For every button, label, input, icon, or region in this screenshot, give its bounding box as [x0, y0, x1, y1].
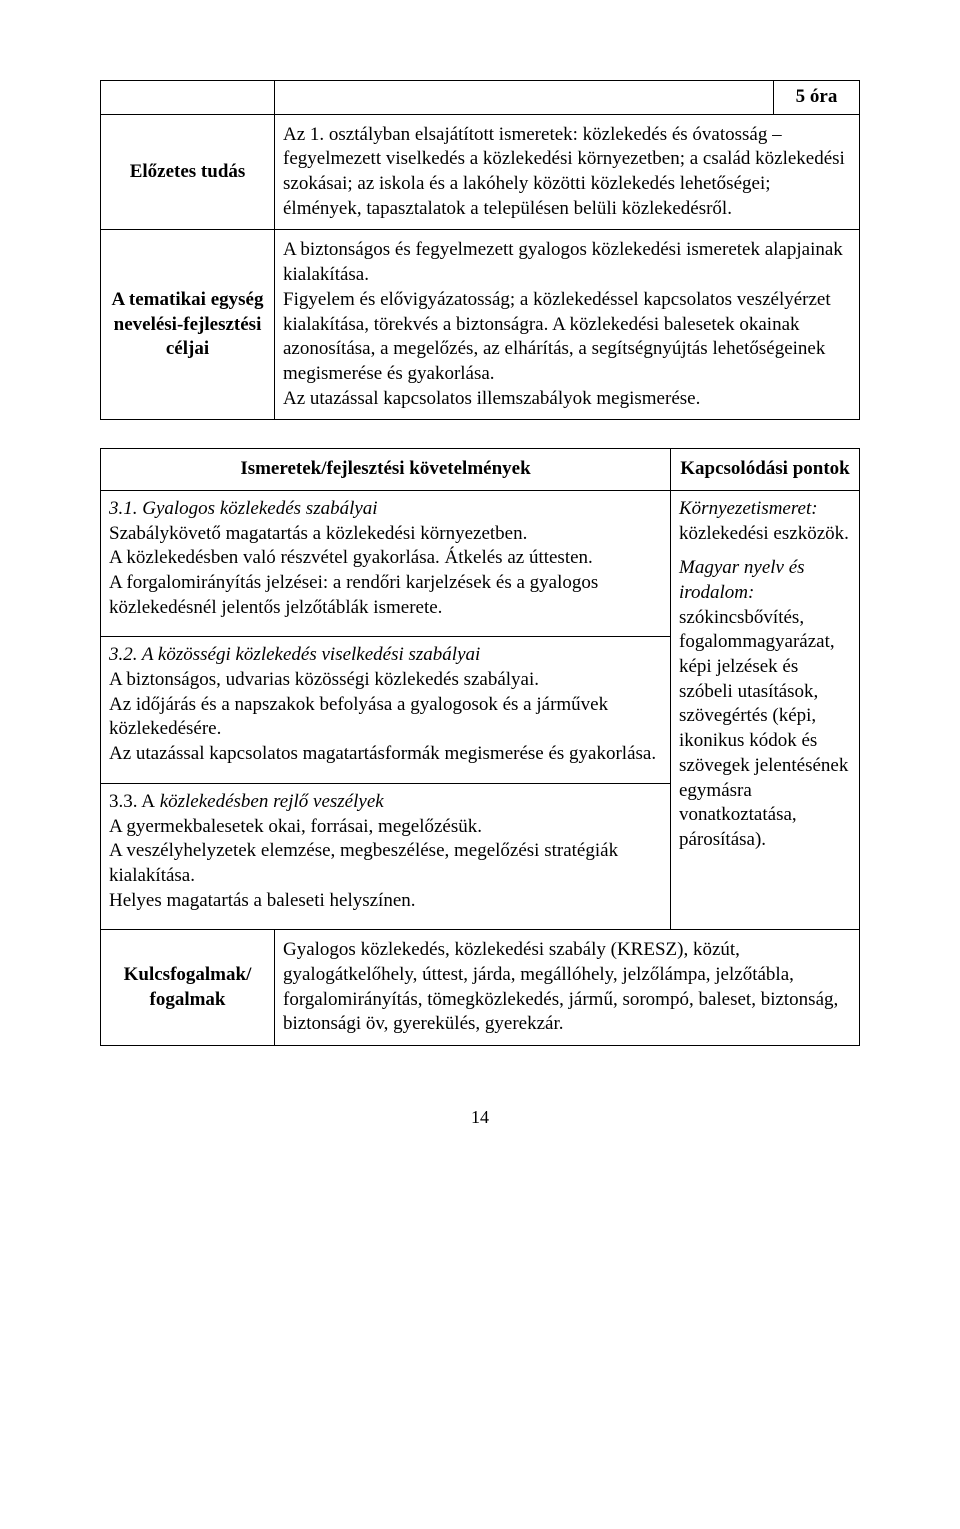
section-31-title: 3.1. Gyalogos közlekedés szabályai — [109, 498, 378, 519]
link-lang-label: Magyar nyelv és irodalom: — [679, 557, 805, 603]
section-33-title-prefix: 3.3. A — [109, 791, 155, 812]
link-env-label: Környezetismeret: — [679, 498, 818, 519]
section-33-body: A gyermekbalesetek okai, forrásai, megel… — [109, 816, 618, 911]
section-32-title: 3.2. A közösségi közlekedés viselkedési … — [109, 644, 480, 665]
goals-text: A biztonságos és fegyelmezett gyalogos k… — [275, 230, 860, 420]
section-32-body: A biztonságos, udvarias közösségi közlek… — [109, 669, 656, 764]
empty-cell — [275, 81, 774, 115]
page-number: 14 — [100, 1106, 860, 1129]
heading-requirements: Ismeretek/fejlesztési követelmények — [101, 449, 671, 491]
key-concepts-body: Gyalogos közlekedés, közlekedési szabály… — [275, 930, 860, 1046]
empty-cell — [101, 81, 275, 115]
hours-cell: 5 óra — [774, 81, 860, 115]
section-32: 3.2. A közösségi közlekedés viselkedési … — [101, 637, 671, 783]
key-concepts-label: Kulcsfogalmak/ fogalmak — [101, 930, 275, 1046]
link-env-body: közlekedési eszközök. — [679, 523, 849, 544]
goals-label: A tematikai egység nevelési-fejlesztési … — [101, 230, 275, 420]
requirements-table: Ismeretek/fejlesztési követelmények Kapc… — [100, 448, 860, 930]
links-cell: Környezetismeret: közlekedési eszközök. … — [671, 490, 860, 929]
section-33: 3.3. A közlekedésben rejlő veszélyek A g… — [101, 783, 671, 929]
intro-table: 5 óra Előzetes tudás Az 1. osztályban el… — [100, 80, 860, 420]
section-31: 3.1. Gyalogos közlekedés szabályai Szabá… — [101, 490, 671, 636]
heading-links: Kapcsolódási pontok — [671, 449, 860, 491]
section-33-title-italic: közlekedésben rejlő veszélyek — [155, 791, 384, 812]
prior-knowledge-text: Az 1. osztályban elsajátított ismeretek:… — [275, 114, 860, 230]
prior-knowledge-label: Előzetes tudás — [101, 114, 275, 230]
key-concepts-table: Kulcsfogalmak/ fogalmak Gyalogos közleke… — [100, 929, 860, 1046]
link-lang-body: szókincsbővítés, fogalommagyarázat, képi… — [679, 607, 848, 850]
section-31-body: Szabálykövető magatartás a közlekedési k… — [109, 523, 598, 618]
